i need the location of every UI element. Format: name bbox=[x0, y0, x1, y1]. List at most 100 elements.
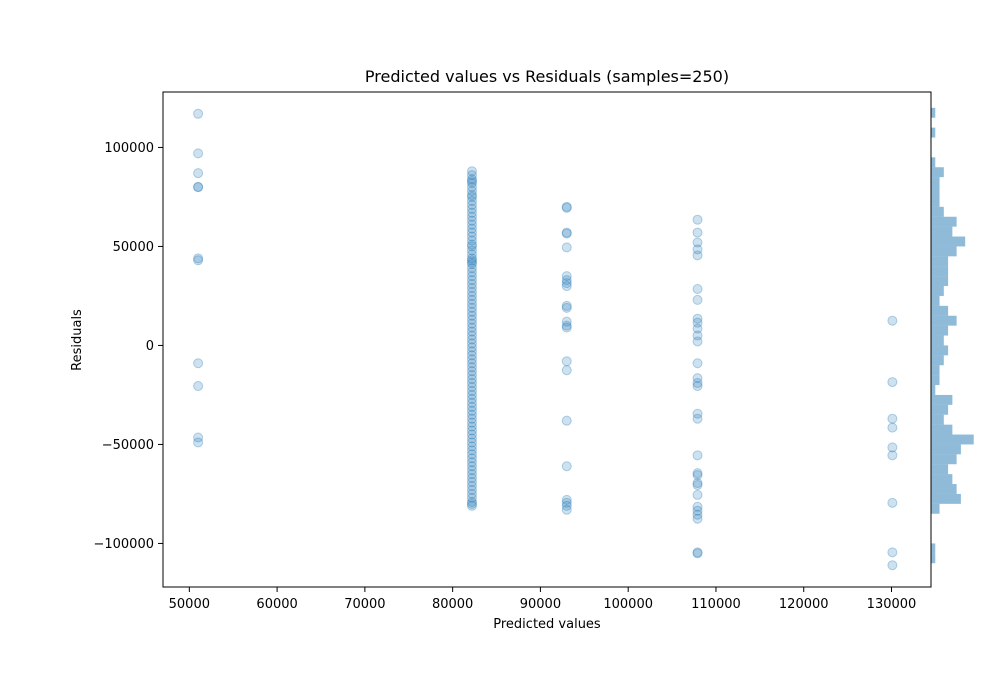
scatter-point bbox=[692, 294, 703, 305]
scatter-point bbox=[466, 239, 477, 250]
scatter-point bbox=[466, 203, 477, 214]
scatter-point bbox=[466, 235, 477, 246]
scatter-point bbox=[466, 294, 477, 305]
x-tick-label: 100000 bbox=[603, 597, 653, 612]
scatter-point bbox=[466, 255, 477, 266]
scatter-point bbox=[561, 494, 572, 505]
histogram-bar bbox=[931, 335, 944, 346]
scatter-point bbox=[466, 174, 477, 185]
scatter-point bbox=[561, 271, 572, 282]
scatter-point bbox=[466, 211, 477, 222]
histogram-bar bbox=[931, 226, 953, 237]
scatter-point bbox=[561, 497, 572, 508]
scatter-point bbox=[193, 432, 204, 443]
scatter-point bbox=[692, 501, 703, 512]
histogram-bar bbox=[931, 236, 966, 247]
histogram-bar bbox=[931, 474, 953, 485]
y-tick-label: 100000 bbox=[104, 141, 154, 156]
histogram-bar bbox=[931, 127, 936, 138]
scatter-point bbox=[692, 373, 703, 384]
scatter-point bbox=[466, 322, 477, 333]
scatter-point bbox=[466, 385, 477, 396]
scatter-point bbox=[561, 228, 572, 239]
scatter-point bbox=[466, 199, 477, 210]
scatter-point bbox=[692, 358, 703, 369]
scatter-point bbox=[193, 358, 204, 369]
y-tick-label: 0 bbox=[146, 339, 154, 354]
scatter-point bbox=[692, 505, 703, 516]
chart-title: Predicted values vs Residuals (samples=2… bbox=[365, 67, 729, 86]
scatter-point bbox=[561, 461, 572, 472]
scatter-point bbox=[466, 271, 477, 282]
scatter-point bbox=[466, 382, 477, 393]
scatter-point bbox=[466, 166, 477, 177]
x-tick-label: 90000 bbox=[520, 597, 561, 612]
scatter-point bbox=[466, 249, 477, 260]
scatter-point bbox=[692, 548, 703, 559]
scatter-point bbox=[692, 317, 703, 328]
histogram-bar bbox=[931, 246, 957, 257]
histogram-bar bbox=[931, 325, 949, 336]
histogram-bar bbox=[931, 266, 949, 277]
histogram-bar bbox=[931, 305, 949, 316]
scatter-point bbox=[466, 326, 477, 337]
scatter-point bbox=[466, 453, 477, 464]
scatter-point bbox=[466, 286, 477, 297]
scatter-point bbox=[193, 182, 204, 193]
histogram-bar bbox=[931, 315, 957, 326]
scatter-point bbox=[466, 370, 477, 381]
histogram-bar bbox=[931, 187, 940, 197]
scatter-point bbox=[466, 263, 477, 274]
scatter-point bbox=[466, 257, 477, 268]
scatter-point bbox=[466, 283, 477, 294]
scatter-point bbox=[466, 417, 477, 428]
scatter-point bbox=[466, 186, 477, 196]
scatter-point bbox=[561, 500, 572, 511]
scatter-point bbox=[692, 470, 703, 481]
scatter-point bbox=[466, 191, 477, 202]
scatter-point bbox=[466, 338, 477, 349]
scatter-point bbox=[466, 401, 477, 412]
scatter-point bbox=[466, 318, 477, 329]
scatter-point bbox=[561, 275, 572, 286]
scatter-point bbox=[466, 182, 477, 193]
histogram-bar bbox=[931, 444, 961, 455]
scatter-point bbox=[466, 314, 477, 325]
scatter-point bbox=[466, 449, 477, 460]
scatter-point bbox=[466, 342, 477, 353]
residual-histogram bbox=[931, 107, 974, 564]
scatter-point bbox=[466, 488, 477, 499]
scatter-point bbox=[692, 468, 703, 479]
scatter-point bbox=[692, 509, 703, 520]
y-tick-label: −50000 bbox=[102, 438, 154, 453]
scatter-point bbox=[193, 437, 204, 448]
histogram-bar bbox=[931, 216, 957, 227]
scatter-point bbox=[466, 223, 477, 234]
histogram-bar bbox=[931, 414, 944, 425]
scatter-point bbox=[466, 500, 477, 511]
scatter-point bbox=[692, 214, 703, 225]
scatter-point bbox=[561, 356, 572, 367]
histogram-bar bbox=[931, 276, 949, 287]
scatter-point bbox=[466, 425, 477, 436]
scatter-point bbox=[466, 306, 477, 317]
scatter-point bbox=[193, 253, 204, 264]
scatter-point bbox=[561, 322, 572, 333]
scatter-point bbox=[561, 227, 572, 238]
x-axis-ticks: 50000 60000 70000 80000 90000 100000 110000 120… bbox=[169, 587, 916, 612]
x-tick-label: 60000 bbox=[256, 597, 297, 612]
scatter-point bbox=[561, 300, 572, 311]
scatter-point bbox=[466, 298, 477, 309]
scatter-point bbox=[466, 195, 477, 206]
plot-frame bbox=[162, 91, 932, 588]
scatter-point bbox=[692, 336, 703, 347]
scatter-point bbox=[692, 547, 703, 558]
scatter-point bbox=[466, 267, 477, 278]
scatter-point bbox=[466, 178, 477, 189]
scatter-point bbox=[466, 378, 477, 389]
scatter-point bbox=[466, 245, 477, 256]
scatter-point bbox=[692, 408, 703, 419]
x-tick-label: 120000 bbox=[779, 597, 829, 612]
scatter-point bbox=[466, 429, 477, 440]
scatter-point bbox=[466, 170, 477, 181]
